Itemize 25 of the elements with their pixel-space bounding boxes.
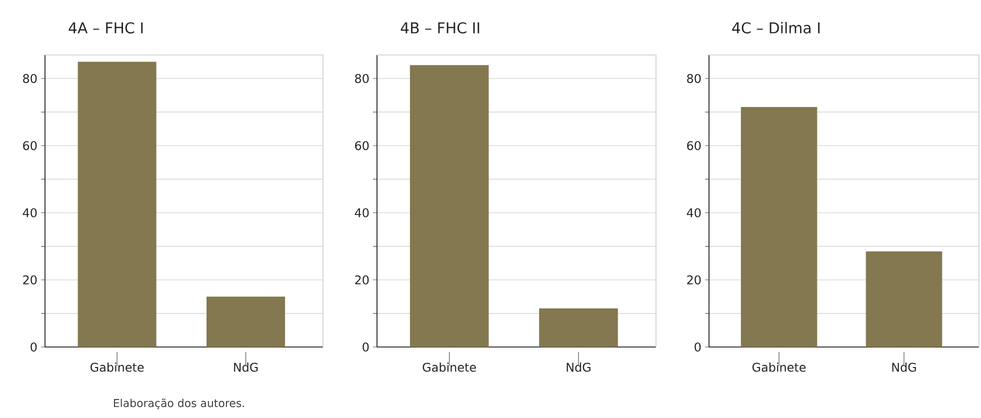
- y-tick-label: 20: [23, 275, 37, 284]
- chart-title: 4B – FHC II: [400, 22, 480, 34]
- y-tick-label: 20: [355, 275, 369, 284]
- y-tick-label: 20: [687, 275, 701, 284]
- x-tick-label: Gabinete: [90, 362, 144, 372]
- y-tick-label: 0: [362, 342, 369, 352]
- chart-title: 4C – Dilma I: [732, 22, 820, 34]
- y-tick-label: 0: [694, 342, 701, 352]
- x-tick-label: NdG: [566, 362, 590, 372]
- y-tick-label: 40: [686, 208, 701, 218]
- y-tick-label: 0: [30, 342, 37, 352]
- x-tick-label: Gabinete: [752, 362, 806, 372]
- y-tick-label: 60: [687, 141, 701, 150]
- y-tick-label: 60: [355, 141, 369, 150]
- y-tick-label: 60: [23, 141, 37, 150]
- x-tick-label: Gabinete: [422, 362, 476, 372]
- y-tick-label: 40: [22, 208, 37, 218]
- chart-title: 4A – FHC I: [68, 22, 143, 34]
- x-tick-label: NdG: [234, 362, 258, 372]
- y-tick-label: 80: [23, 74, 37, 84]
- x-tick-label: NdG: [892, 362, 916, 372]
- y-tick-label: 80: [687, 74, 701, 84]
- y-tick-label: 40: [354, 208, 369, 218]
- y-tick-label: 80: [355, 74, 369, 84]
- text: Elaboração dos autores.: [114, 398, 244, 410]
